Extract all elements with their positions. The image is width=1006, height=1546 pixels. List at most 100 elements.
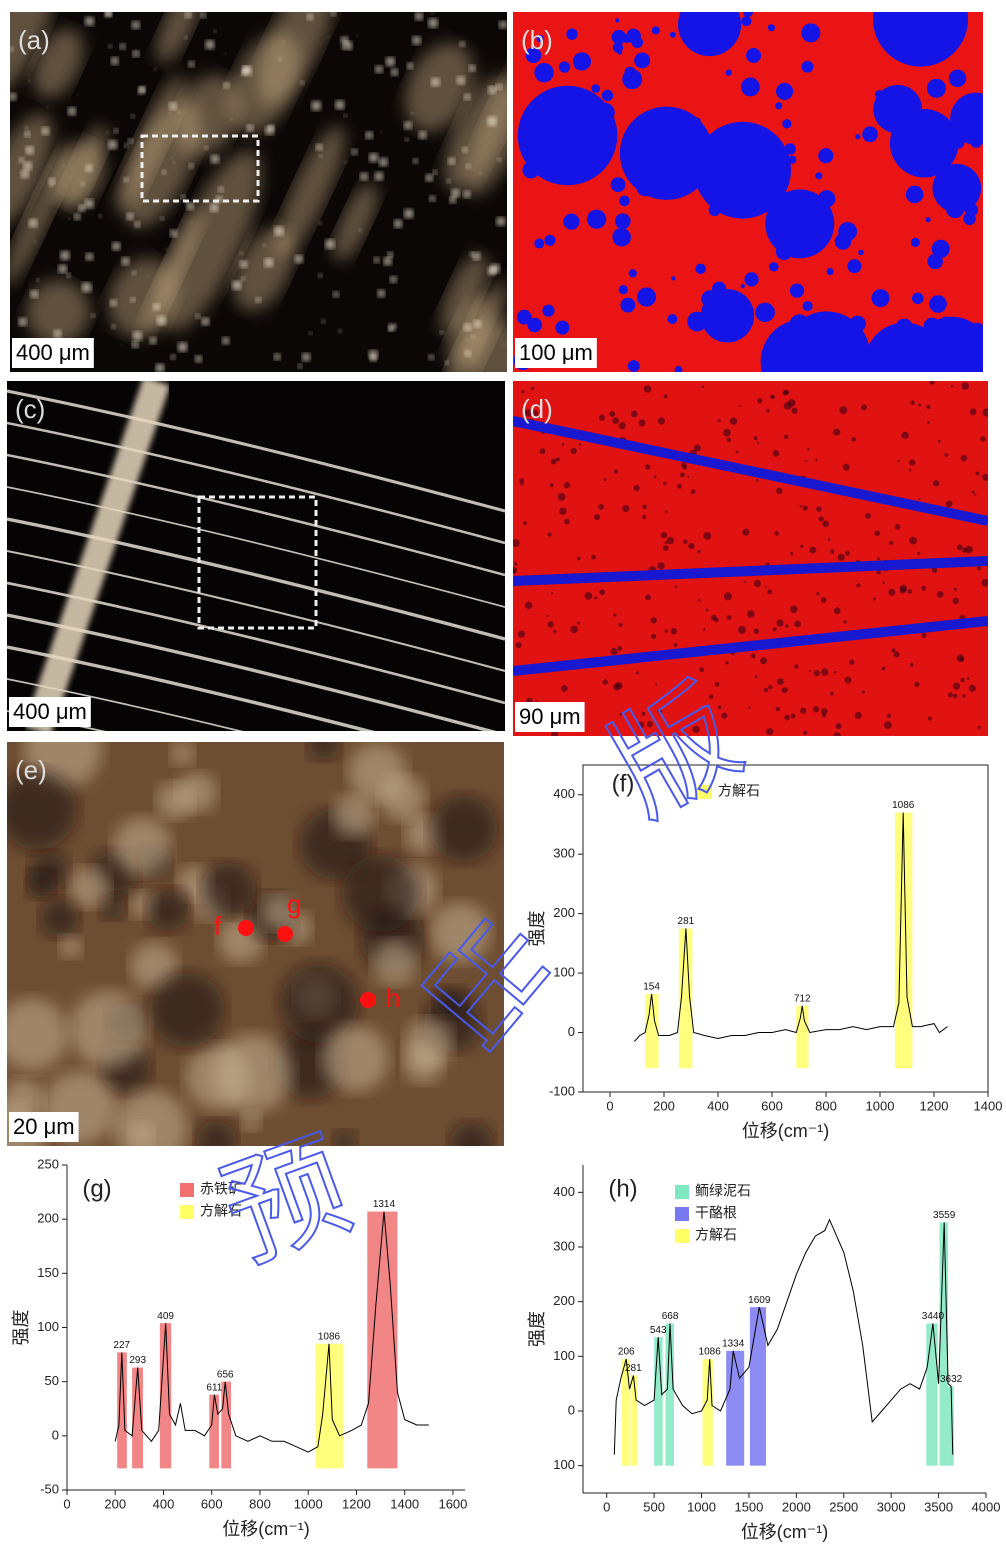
dark-speck (664, 541, 668, 545)
speck (404, 137, 409, 142)
dark-speck (956, 654, 965, 662)
speck (195, 313, 201, 319)
dark-speck (642, 504, 647, 510)
blue-blob (539, 114, 552, 127)
dark-speck (577, 621, 580, 625)
dark-speck (609, 411, 616, 417)
speck (48, 177, 56, 185)
speck (188, 163, 194, 169)
x-tick-label: 2500 (829, 1499, 858, 1514)
dark-speck (933, 480, 940, 487)
dark-speck (619, 713, 622, 716)
dark-speck (766, 728, 774, 736)
speck (488, 85, 497, 95)
blue-blob (517, 85, 618, 186)
blue-blob (775, 102, 783, 110)
speck (318, 154, 323, 158)
grain (332, 794, 375, 837)
grain (146, 888, 190, 932)
dark-speck (714, 681, 720, 687)
speck (200, 12, 207, 19)
peak-band (796, 1005, 809, 1069)
blue-blob (801, 23, 821, 43)
peak-band (221, 1381, 232, 1469)
dark-speck (617, 646, 623, 651)
grain (149, 972, 225, 1048)
speck (201, 317, 210, 326)
blue-blob (588, 215, 597, 224)
speck (108, 140, 118, 150)
speck (451, 188, 460, 198)
dark-speck (530, 386, 535, 391)
blue-blob (784, 143, 796, 155)
blue-band (513, 616, 988, 676)
blue-blob (612, 228, 631, 247)
speck (465, 346, 468, 349)
streak (32, 28, 84, 98)
y-tick-label: 0 (568, 1402, 575, 1417)
speck (360, 172, 368, 181)
speck (410, 111, 414, 116)
speck (25, 146, 34, 155)
x-tick-label: 400 (153, 1496, 175, 1511)
legend-label: 方解石 (200, 1203, 242, 1219)
peak-band (209, 1394, 219, 1469)
streak (10, 113, 53, 228)
y-tick-label: -100 (549, 1083, 575, 1098)
speck (30, 290, 39, 298)
grain (99, 893, 126, 920)
speck (448, 157, 456, 165)
blue-blob (669, 31, 676, 38)
dark-speck (787, 399, 796, 407)
speck (124, 143, 129, 148)
blue-blob (917, 125, 937, 145)
blue-blob (628, 269, 637, 278)
speck (282, 40, 286, 44)
dark-speck (818, 516, 824, 522)
scale-box (515, 702, 585, 732)
spectrum-line (613, 1218, 954, 1455)
speck (131, 21, 140, 30)
dark-speck (861, 690, 865, 694)
speck (403, 208, 414, 219)
dark-speck (763, 687, 769, 693)
speck (204, 145, 209, 150)
speck (456, 76, 465, 85)
dark-speck (927, 420, 930, 424)
blue-blob (651, 26, 660, 35)
y-axis-label: 强度 (527, 911, 547, 947)
speck (131, 270, 137, 276)
peak-band (726, 1350, 745, 1466)
dark-speck (918, 497, 921, 501)
dark-speck (680, 472, 685, 478)
dark-speck (957, 544, 963, 551)
speck (449, 196, 457, 204)
vein (7, 549, 505, 672)
speck (356, 34, 359, 37)
blue-blob (542, 304, 555, 317)
speck (311, 100, 322, 111)
blue-blob (929, 295, 947, 313)
blue-blob (572, 52, 592, 71)
blue-blob (858, 249, 864, 256)
dark-speck (725, 660, 729, 665)
blue-blob (951, 136, 965, 149)
blue-blob (671, 276, 676, 281)
x-tick-label: 400 (707, 1098, 729, 1113)
dark-speck (702, 628, 706, 631)
dark-speck (848, 659, 855, 665)
dark-speck (909, 459, 916, 466)
speck (377, 289, 386, 298)
dark-speck (767, 589, 773, 595)
dark-speck (753, 436, 758, 441)
y-tick-label: 0 (568, 1024, 575, 1039)
dark-speck (897, 459, 900, 463)
speck (169, 229, 178, 237)
y-tick-label: 200 (37, 1211, 59, 1226)
dark-speck (723, 428, 731, 437)
dark-speck (975, 471, 980, 476)
dark-speck (738, 404, 741, 407)
grain (113, 817, 171, 875)
scale-box (9, 1112, 79, 1142)
blue-blob (591, 84, 601, 93)
